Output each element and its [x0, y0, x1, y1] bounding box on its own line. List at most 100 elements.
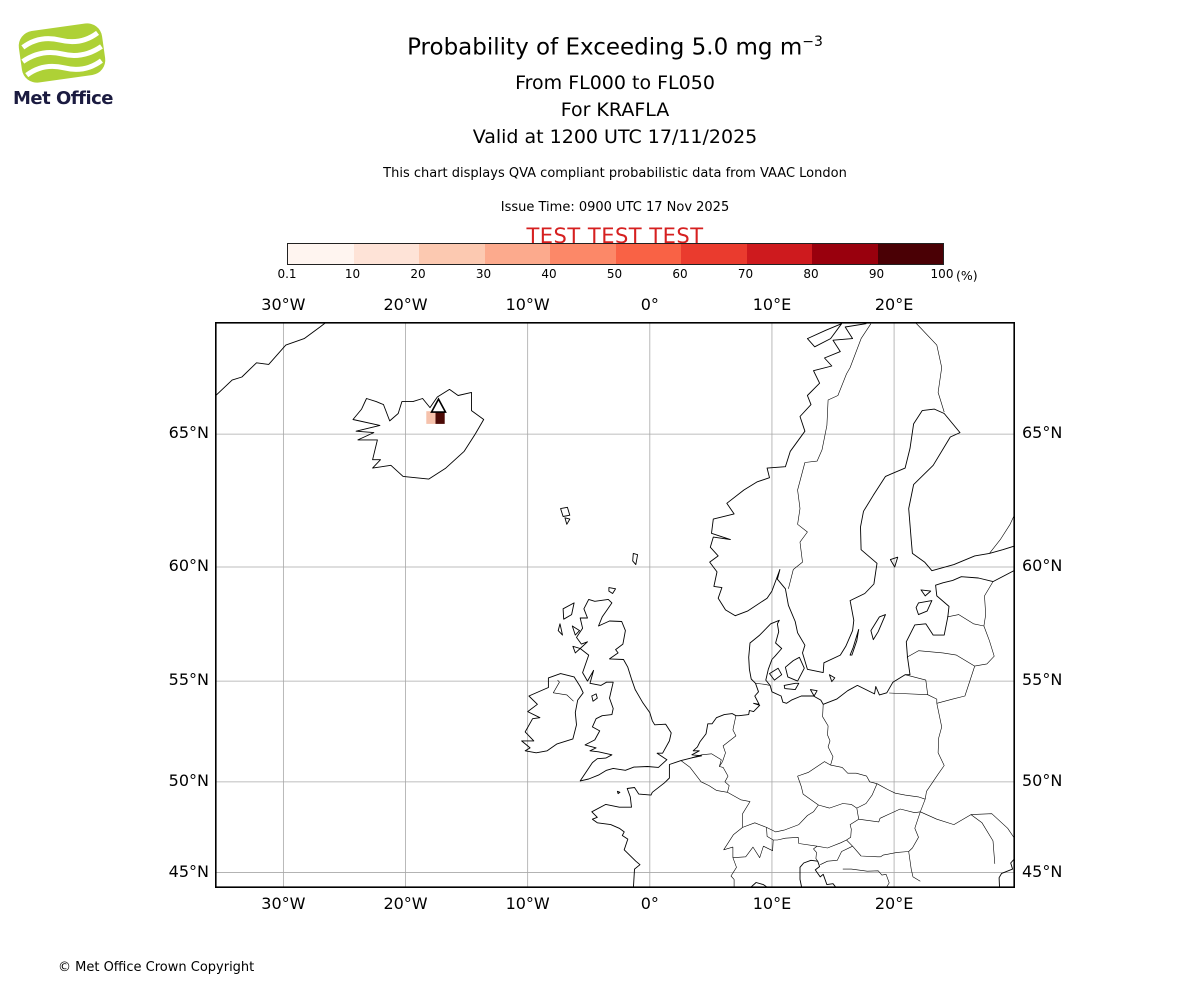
coastline — [769, 667, 783, 681]
volcano-marker — [430, 397, 447, 413]
colorbar-segment — [550, 244, 616, 264]
coastline — [352, 388, 485, 480]
colorbar-segment — [746, 244, 812, 264]
country-border — [553, 679, 574, 702]
coastline — [608, 587, 617, 594]
country-border — [813, 845, 818, 862]
colorbar-tick-label: 20 — [410, 267, 426, 281]
country-border — [974, 625, 995, 667]
country-border — [856, 783, 878, 809]
coastline — [998, 857, 1015, 888]
coastline — [215, 322, 328, 397]
coastline — [806, 323, 843, 348]
country-border — [914, 322, 945, 413]
lat-tick-label-right: 45°N — [1022, 861, 1063, 881]
coastline — [632, 552, 639, 566]
coastline — [809, 689, 818, 697]
country-border — [817, 808, 859, 849]
colorbar-tick-label: 50 — [606, 267, 623, 281]
colorbar-tick-label: 0.1 — [277, 267, 297, 281]
country-border — [680, 760, 751, 828]
lat-tick-label-left: 50°N — [168, 770, 209, 790]
lon-tick-label-top: 20°E — [874, 295, 914, 314]
coastline — [734, 408, 1015, 674]
ash-probability-cell — [426, 411, 436, 424]
colorbar-segment — [353, 244, 419, 264]
country-border — [842, 868, 887, 876]
coastline — [828, 674, 836, 683]
colorbar-tick-label: 30 — [475, 267, 492, 281]
subtitle-valid-time: Valid at 1200 UTC 17/11/2025 — [472, 125, 758, 148]
colorbar — [287, 243, 944, 265]
lon-tick-label-top: 0° — [640, 295, 659, 314]
coastline — [915, 600, 933, 616]
country-border — [876, 783, 926, 800]
coastline — [783, 682, 800, 691]
coastline — [748, 882, 770, 888]
country-border — [885, 874, 890, 888]
lat-tick-label-right: 60°N — [1022, 556, 1063, 575]
country-border — [920, 799, 926, 812]
country-border — [822, 704, 834, 766]
lon-tick-label-bottom: 30°W — [261, 894, 306, 913]
country-border — [719, 715, 737, 767]
country-border — [936, 666, 975, 704]
country-border — [773, 837, 818, 847]
coastline — [557, 623, 563, 636]
coastline — [560, 506, 571, 517]
map-frame — [215, 322, 1015, 888]
country-border — [889, 692, 928, 695]
page-title-superscript: −3 — [802, 34, 823, 50]
country-border — [818, 803, 857, 809]
colorbar-tick-label: 40 — [541, 267, 557, 281]
lat-tick-label-right: 50°N — [1022, 770, 1063, 790]
lat-tick-label-left: 65°N — [168, 423, 209, 443]
lon-tick-label-top: 20°W — [383, 295, 428, 314]
country-border — [905, 674, 938, 704]
colorbar-segment — [877, 244, 943, 264]
country-border — [947, 614, 984, 627]
lon-tick-label-bottom: 0° — [640, 894, 659, 913]
lon-tick-label-top: 10°E — [752, 295, 792, 314]
coastline — [709, 322, 867, 617]
country-border — [906, 650, 975, 667]
country-border — [830, 764, 878, 784]
copyright-text: © Met Office Crown Copyright — [58, 960, 255, 975]
subtitle-flight-levels: From FL000 to FL050 — [515, 71, 715, 94]
colorbar-segment — [681, 244, 747, 264]
country-border — [880, 851, 909, 858]
country-border — [691, 753, 730, 793]
lon-tick-label-bottom: 10°W — [505, 894, 550, 913]
lat-tick-label-left: 55°N — [168, 670, 209, 690]
coastline — [784, 656, 805, 682]
country-border — [755, 683, 771, 686]
issue-time: Issue Time: 0900 UTC 17 Nov 2025 — [500, 199, 730, 215]
colorbar-segment — [288, 244, 354, 264]
lat-tick-label-left: 60°N — [168, 556, 209, 575]
page-title-text: Probability of Exceeding 5.0 mg m — [407, 34, 803, 61]
country-border — [852, 846, 881, 858]
colorbar-tick-label: 80 — [803, 267, 819, 281]
lat-tick-label-right: 55°N — [1022, 670, 1063, 690]
country-border — [788, 323, 872, 589]
colorbar-segment — [615, 244, 681, 264]
country-border — [723, 827, 743, 858]
lon-tick-label-bottom: 10°E — [752, 894, 792, 913]
coastline — [562, 602, 575, 620]
ash-probability-cell — [435, 411, 445, 424]
colorbar-tick-label: 10 — [344, 267, 361, 281]
country-border — [924, 703, 945, 800]
country-border — [766, 804, 819, 833]
page-title: Probability of Exceeding 5.0 mg m−3 — [215, 28, 1015, 62]
colorbar-segment — [419, 244, 485, 264]
map-canvas — [215, 322, 1015, 888]
country-border — [732, 839, 774, 858]
subtitle-volcano: For KRAFLA — [560, 98, 670, 121]
met-office-logo — [12, 20, 152, 90]
coastline — [870, 614, 886, 641]
lat-tick-label-right: 65°N — [1022, 423, 1063, 443]
lat-tick-label-left: 45°N — [168, 861, 209, 881]
country-border — [820, 845, 853, 865]
coastline — [591, 693, 598, 702]
country-border — [846, 839, 853, 847]
